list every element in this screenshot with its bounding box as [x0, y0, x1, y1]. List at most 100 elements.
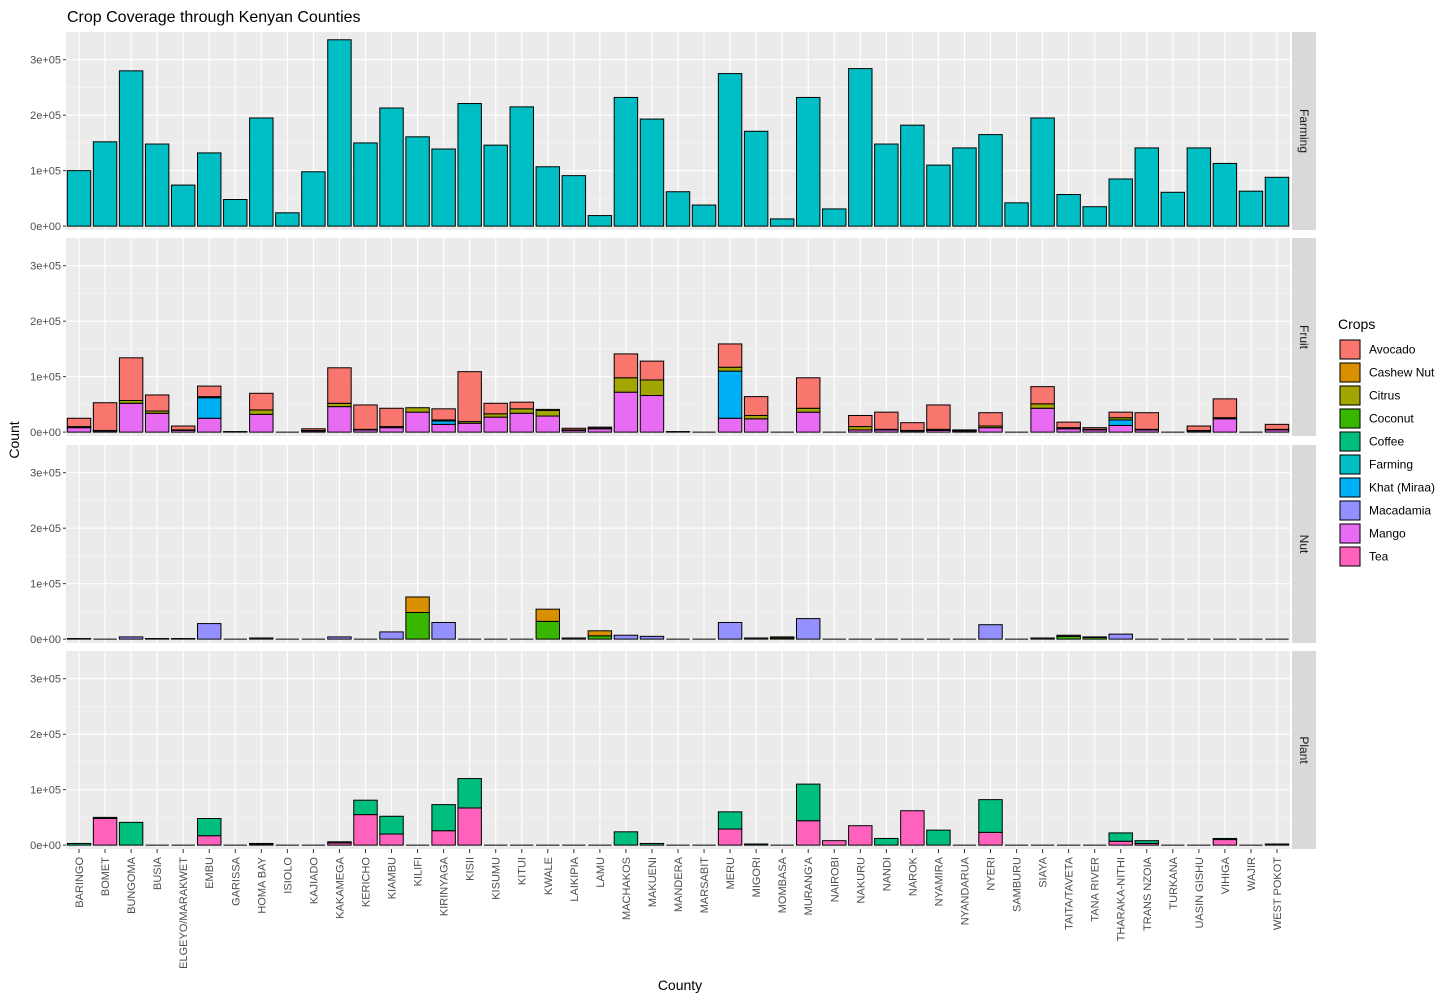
bar-fruit-mango-10 — [327, 406, 352, 433]
bar-fruit-avocado-35 — [978, 412, 1003, 427]
x-tick-label: BUSIA — [152, 856, 164, 890]
y-tick-label: 2e+05 — [30, 729, 61, 741]
bar-fruit-avocado-2 — [118, 357, 144, 402]
bar-fruit-mango-37 — [1030, 407, 1055, 433]
x-tick-label: MURANG'A — [803, 856, 815, 915]
facet-strip — [1292, 445, 1316, 643]
bar-farming-farming-27 — [769, 218, 795, 227]
bar-farming-farming-5 — [197, 152, 222, 227]
bar-fruit-avocado-43 — [1186, 425, 1212, 431]
bar-plant-tea-44 — [1212, 839, 1238, 846]
bar-fruit-mango-0 — [66, 427, 92, 433]
bar-farming-farming-3 — [144, 143, 170, 227]
bar-fruit-avocado-39 — [1082, 427, 1107, 430]
x-tick-label: NYANDARUA — [959, 856, 971, 925]
x-tick-label: NYERI — [986, 857, 998, 891]
bar-farming-farming-16 — [483, 144, 508, 227]
bar-nut-cashew-nut-39 — [1082, 636, 1107, 638]
bar-fruit-mango-22 — [639, 395, 665, 433]
y-tick-label: 0e+00 — [30, 221, 61, 233]
bar-farming-farming-41 — [1134, 147, 1159, 227]
y-tick-label: 1e+05 — [30, 785, 61, 797]
bar-fruit-khat-miraa--25 — [717, 370, 743, 419]
bar-plant-tea-5 — [197, 835, 222, 846]
bar-farming-farming-14 — [431, 148, 456, 227]
legend: Crops Avocado Cashew Nut Citrus Coconut Coff… — [1338, 316, 1435, 567]
bar-fruit-citrus-17 — [509, 408, 534, 414]
bar-fruit-avocado-33 — [926, 404, 951, 430]
bar-fruit-khat-miraa--5 — [197, 397, 222, 419]
bar-plant-coffee-15 — [457, 778, 482, 809]
legend-swatch — [1339, 454, 1361, 475]
legend-swatch — [1339, 408, 1361, 429]
x-tick-label: UASIN GISHU — [1194, 857, 1206, 929]
bar-plant-coffee-46 — [1264, 843, 1290, 846]
bar-fruit-avocado-0 — [66, 417, 92, 428]
bar-farming-farming-36 — [1004, 202, 1029, 227]
x-tick-label: KILIFI — [413, 857, 425, 886]
bar-fruit-avocado-20 — [587, 426, 613, 429]
bar-farming-farming-23 — [665, 191, 691, 227]
bar-nut-macadamia-0 — [66, 638, 92, 640]
bar-plant-coffee-14 — [431, 804, 456, 832]
bar-nut-macadamia-5 — [197, 623, 222, 640]
legend-label: Khat (Miraa) — [1369, 481, 1435, 495]
bar-fruit-citrus-22 — [639, 379, 665, 397]
legend-swatch — [1339, 339, 1361, 360]
bar-fruit-avocado-41 — [1134, 412, 1159, 430]
bar-fruit-mango-35 — [978, 427, 1003, 433]
x-tick-label: TURKANA — [1168, 856, 1180, 909]
bar-nut-macadamia-21 — [613, 634, 639, 640]
facet-panel-fruit: 0e+00 1e+05 2e+05 3e+05 Fruit — [30, 238, 1316, 439]
bar-plant-coffee-21 — [613, 831, 639, 846]
y-tick-label: 2e+05 — [30, 316, 61, 328]
bar-farming-farming-39 — [1082, 206, 1107, 227]
bar-nut-macadamia-3 — [144, 638, 170, 640]
legend-label: Avocado — [1369, 343, 1416, 357]
bar-fruit-avocado-44 — [1212, 398, 1238, 419]
bar-plant-tea-35 — [978, 831, 1003, 846]
bar-farming-farming-4 — [170, 184, 196, 227]
x-tick-label: NAKURU — [855, 857, 867, 904]
bar-fruit-avocado-38 — [1056, 421, 1081, 429]
legend-label: Farming — [1369, 458, 1413, 472]
y-tick-label: 3e+05 — [30, 674, 61, 686]
x-tick-label: MIGORI — [751, 857, 763, 897]
y-tick-label: 1e+05 — [30, 579, 61, 591]
legend-label: Citrus — [1369, 389, 1400, 403]
x-tick-label: MAKUENI — [647, 857, 659, 907]
bar-fruit-avocado-3 — [144, 394, 170, 412]
legend-label: Mango — [1369, 527, 1406, 541]
x-tick-label: KITUI — [517, 857, 529, 885]
bar-nut-macadamia-10 — [327, 636, 352, 640]
bar-fruit-avocado-14 — [431, 408, 456, 421]
x-axis: BARINGO BOMET BUNGOMA BUSIA ELGEYO/MARAKWET E… — [74, 849, 1284, 969]
facet-panel-plant: 0e+00 1e+05 2e+05 3e+05 Plant — [30, 651, 1316, 852]
bar-farming-farming-38 — [1056, 194, 1081, 227]
bar-farming-farming-17 — [509, 106, 534, 227]
bar-nut-cashew-nut-20 — [587, 630, 613, 637]
y-tick-label: 2e+05 — [30, 110, 61, 122]
bar-fruit-citrus-13 — [405, 407, 430, 413]
bar-fruit-avocado-26 — [743, 396, 769, 416]
bar-farming-farming-31 — [874, 143, 899, 227]
bar-fruit-khat-miraa--40 — [1108, 419, 1133, 426]
legend-swatch — [1339, 477, 1361, 498]
bar-plant-coffee-28 — [795, 783, 821, 822]
x-tick-label: MARSABIT — [699, 857, 711, 914]
bar-fruit-mango-26 — [743, 418, 769, 433]
bar-nut-macadamia-40 — [1108, 633, 1133, 640]
bar-nut-cashew-nut-38 — [1056, 634, 1081, 637]
x-tick-label: KWALE — [543, 857, 555, 895]
bar-plant-coffee-2 — [118, 821, 144, 846]
x-tick-label: WAJIR — [1246, 857, 1258, 891]
bar-plant-tea-11 — [353, 814, 378, 846]
bar-nut-coconut-13 — [405, 611, 430, 640]
bar-plant-coffee-22 — [639, 842, 665, 846]
bar-fruit-mango-44 — [1212, 418, 1238, 433]
y-tick-label: 3e+05 — [30, 55, 61, 67]
facet-strip-label: Farming — [1297, 109, 1311, 153]
x-tick-label: KIAMBU — [387, 857, 399, 899]
bar-plant-coffee-31 — [874, 837, 899, 846]
